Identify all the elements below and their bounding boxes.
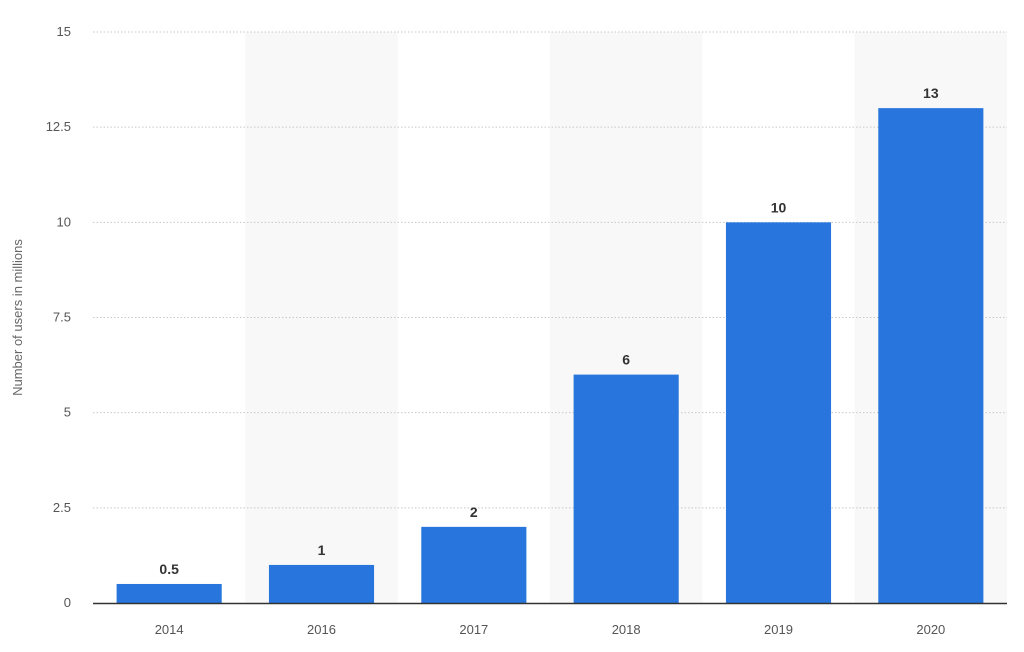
bar-2014[interactable] xyxy=(116,583,222,603)
y-tick-label: 15 xyxy=(57,24,71,39)
data-label-2020: 13 xyxy=(923,85,939,101)
x-tick-label-2018: 2018 xyxy=(612,622,641,637)
x-tick-label-2014: 2014 xyxy=(155,622,184,637)
bar-2020[interactable] xyxy=(878,108,984,603)
y-tick-label: 10 xyxy=(57,214,71,229)
x-tick-label-2020: 2020 xyxy=(916,622,945,637)
x-tick-label-2016: 2016 xyxy=(307,622,336,637)
y-tick-label: 2.5 xyxy=(53,500,71,515)
data-label-2014: 0.5 xyxy=(159,561,179,577)
y-tick-label: 12.5 xyxy=(46,119,71,134)
data-label-2019: 10 xyxy=(771,199,787,215)
y-tick-label: 5 xyxy=(64,405,71,420)
bar-2019[interactable] xyxy=(725,222,832,604)
data-label-2016: 1 xyxy=(318,542,326,558)
data-label-2017: 2 xyxy=(470,504,478,520)
x-tick-label-2017: 2017 xyxy=(459,622,488,637)
x-axis-ticks: 2014 2016 2017 2018 2019 2020 xyxy=(155,622,946,637)
data-labels: 0.5 1 2 6 10 13 xyxy=(159,85,938,577)
bar-2017[interactable] xyxy=(421,526,527,603)
x-tick-label-2019: 2019 xyxy=(764,622,793,637)
data-label-2018: 6 xyxy=(622,352,630,368)
y-axis-title: Number of users in millions xyxy=(10,239,25,396)
y-tick-label: 0 xyxy=(64,595,71,610)
bar-2016[interactable] xyxy=(268,564,375,603)
y-tick-label: 7.5 xyxy=(53,310,71,325)
bars xyxy=(116,108,984,604)
y-axis-ticks: 0 2.5 5 7.5 10 12.5 15 xyxy=(46,24,71,610)
bar-2018[interactable] xyxy=(573,374,679,603)
